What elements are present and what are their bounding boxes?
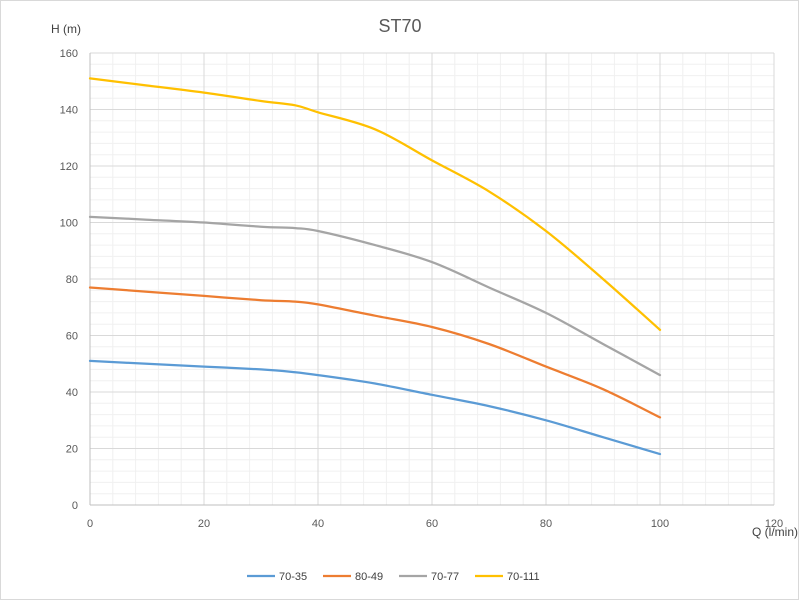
legend-label: 70-77	[431, 571, 459, 583]
series-line-80-49	[88, 286, 662, 419]
series-line-70-35	[88, 359, 662, 456]
major-gridlines	[90, 52, 775, 505]
series-line-70-77	[88, 215, 662, 377]
series-line-70-111	[88, 77, 662, 332]
y-tick-label: 100	[60, 218, 78, 230]
legend-item-70-111: 70-111	[475, 571, 540, 583]
x-tick-label: 0	[87, 518, 93, 530]
x-tick-label: 100	[651, 518, 669, 530]
x-tick-label: 120	[765, 518, 783, 530]
x-axis-title: Q (l/min)	[752, 525, 798, 539]
x-tick-labels: 0 20 40 60 80 100 120	[87, 518, 783, 530]
legend-item-70-35: 70-35	[247, 571, 307, 583]
y-tick-label: 160	[60, 48, 78, 60]
legend-label: 80-49	[355, 571, 383, 583]
x-tick-label: 60	[426, 518, 438, 530]
y-tick-label: 40	[66, 387, 78, 399]
legend-item-70-77: 70-77	[399, 571, 459, 583]
legend-item-80-49: 80-49	[323, 571, 383, 583]
legend-label: 70-111	[507, 571, 540, 583]
x-tick-label: 20	[198, 518, 210, 530]
chart-title: ST70	[378, 16, 421, 36]
y-tick-label: 60	[66, 331, 78, 343]
legend-label: 70-35	[279, 571, 307, 583]
axes	[89, 53, 774, 506]
x-tick-label: 80	[540, 518, 552, 530]
y-tick-label: 20	[66, 444, 78, 456]
y-tick-label: 0	[72, 500, 78, 512]
y-tick-label: 120	[60, 161, 78, 173]
x-tick-label: 40	[312, 518, 324, 530]
legend: 70-35 80-49 70-77 70-111	[247, 571, 540, 583]
series-lines	[88, 77, 662, 456]
y-tick-label: 140	[60, 105, 78, 117]
y-axis-title: H (m)	[51, 22, 81, 36]
y-tick-label: 80	[66, 274, 78, 286]
y-tick-labels: 0 20 40 60 80 100 120 140 160	[60, 48, 78, 512]
